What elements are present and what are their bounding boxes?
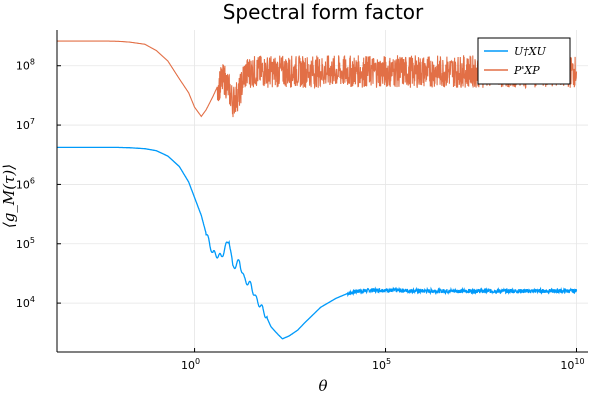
- grid: [57, 30, 588, 352]
- x-tick-label-1: 105: [372, 357, 391, 372]
- y-tick-label-1: 105: [16, 236, 35, 251]
- legend: U†XU P'XP: [477, 37, 571, 85]
- y-tick-label-3: 107: [16, 117, 35, 132]
- y-tick-label-4: 108: [16, 58, 35, 73]
- y-tick-label-0: 104: [16, 295, 35, 310]
- x-tick-label-2: 1010: [560, 357, 584, 372]
- tick-labels: 100 105 1010 104 105 106 107 108: [16, 58, 585, 372]
- x-tick-label-0: 100: [181, 357, 200, 372]
- legend-label-0: U†XU: [514, 45, 547, 58]
- series-group: [57, 40, 578, 340]
- x-axis-label: θ: [318, 377, 327, 395]
- legend-label-1: P'XP: [513, 64, 540, 77]
- y-tick-label-2: 106: [16, 176, 35, 191]
- chart-title: Spectral form factor: [223, 0, 424, 24]
- y-axis-label: ⟨g_M(τ)⟩: [0, 164, 18, 228]
- series-line-0: [57, 146, 578, 340]
- legend-box: [477, 37, 571, 85]
- axes: [56, 30, 588, 353]
